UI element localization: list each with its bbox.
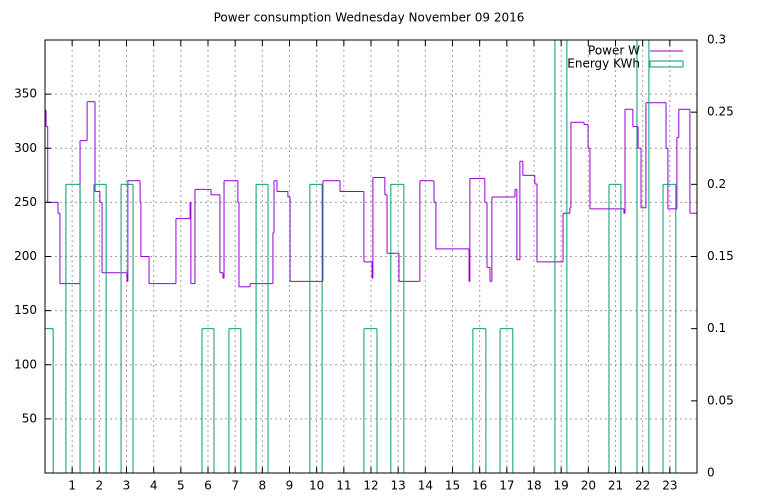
x-tick-label: 2 [96, 479, 104, 493]
x-tick-label: 8 [259, 479, 267, 493]
y2-tick-label: 0.05 [707, 393, 734, 407]
x-tick-label: 18 [526, 479, 541, 493]
y-tick-label: 50 [22, 411, 37, 425]
x-tick-label: 16 [472, 479, 487, 493]
x-tick-label: 15 [445, 479, 460, 493]
plot-area [45, 40, 697, 473]
x-tick-label: 13 [391, 479, 406, 493]
grid [45, 40, 697, 473]
x-tick-label: 11 [336, 479, 351, 493]
x-tick-label: 23 [662, 479, 677, 493]
y-tick-label: 150 [14, 303, 37, 317]
x-tick-label: 12 [363, 479, 378, 493]
y-tick-label: 200 [14, 249, 37, 263]
x-tick-label: 21 [608, 479, 623, 493]
y-tick-label: 250 [14, 195, 37, 209]
x-tick-label: 19 [554, 479, 569, 493]
x-tick-label: 5 [177, 479, 185, 493]
chart-title: Power consumption Wednesday November 09 … [214, 11, 525, 25]
x-tick-label: 7 [231, 479, 239, 493]
x-tick-label: 9 [286, 479, 294, 493]
y2-tick-label: 0 [707, 466, 715, 480]
legend-label: Power W [588, 44, 640, 58]
y-tick-label: 100 [14, 357, 37, 371]
legend-swatch [649, 60, 684, 68]
x-tick-label: 20 [581, 479, 596, 493]
y2-tick-label: 0.3 [707, 33, 726, 47]
y-tick-label: 300 [14, 141, 37, 155]
y2-tick-label: 0.15 [707, 249, 734, 263]
y2-tick-label: 0.1 [707, 321, 726, 335]
y2-tick-label: 0.25 [707, 105, 734, 119]
x-tick-label: 22 [635, 479, 650, 493]
x-tick-label: 14 [418, 479, 433, 493]
y-tick-label: 350 [14, 87, 37, 101]
legend-label: Energy KWh [567, 57, 640, 71]
x-tick-label: 6 [204, 479, 212, 493]
x-tick-label: 3 [123, 479, 131, 493]
x-tick-label: 17 [499, 479, 514, 493]
x-tick-label: 4 [150, 479, 158, 493]
y2-tick-label: 0.2 [707, 177, 726, 191]
x-tick-label: 10 [309, 479, 324, 493]
x-tick-label: 1 [68, 479, 76, 493]
